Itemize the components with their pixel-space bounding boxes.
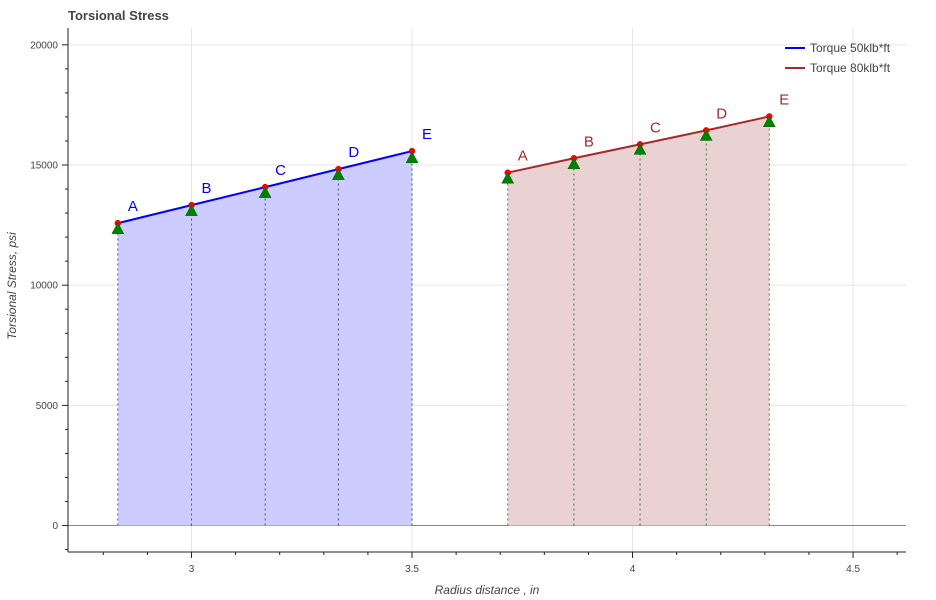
y-tick-label: 5000 [36,401,59,412]
point-label: A [518,148,528,165]
legend-label-2: Torque 80klb*ft [810,61,891,75]
triangle-marker [699,128,713,141]
x-axis-label: Radius distance , in [435,583,540,597]
legend[interactable]: Torque 50klb*ft Torque 80klb*ft [785,41,891,75]
axes: 0 5000 10000 15000 20000 3 3.5 4 4.5 [30,28,906,575]
y-tick-label: 20000 [30,40,58,51]
triangle-markers [111,115,776,234]
triangle-marker [258,186,272,198]
area-fills [117,116,770,526]
point-label: C [275,162,286,179]
x-tick-label: 3 [189,564,195,575]
y-tick-label: 0 [52,521,58,532]
chart-title: Torsional Stress [68,8,169,23]
drop-lines [117,116,770,526]
triangle-marker [567,157,581,170]
triangle-marker [331,168,345,180]
point-label: E [779,91,789,108]
legend-label-1: Torque 50klb*ft [810,41,891,55]
triangle-marker [633,142,647,155]
triangle-marker [111,222,125,234]
point-label: E [422,126,432,143]
point-labels: A B C D E A B C D E [128,91,789,215]
point-label: C [650,119,661,136]
y-tick-label: 15000 [30,161,58,172]
point-label: B [584,133,594,150]
triangle-marker [405,151,419,164]
triangle-marker [762,115,776,127]
triangle-marker [185,204,198,216]
area-fill-series-2 [507,116,770,526]
x-tick-label: 3.5 [405,564,419,575]
point-label: D [716,105,727,122]
y-axis-label: Torsional Stress, psi [5,232,19,340]
x-tick-label: 4.5 [846,564,860,575]
point-label: D [348,144,359,161]
point-label: A [128,198,138,215]
triangle-marker [501,171,515,184]
point-label: B [201,180,211,197]
x-tick-label: 4 [630,564,636,575]
y-tick-label: 10000 [30,281,58,292]
